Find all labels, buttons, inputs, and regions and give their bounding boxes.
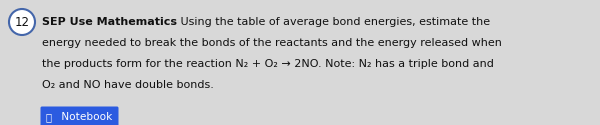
Text: energy needed to break the bonds of the reactants and the energy released when: energy needed to break the bonds of the … xyxy=(42,38,502,48)
Text: the products form for the reaction N₂ + O₂ → 2NO. Note: N₂ has a triple bond and: the products form for the reaction N₂ + … xyxy=(42,59,494,69)
Circle shape xyxy=(9,9,35,35)
Text: Using the table of average bond energies, estimate the: Using the table of average bond energies… xyxy=(177,17,490,27)
Text: Notebook: Notebook xyxy=(58,112,113,122)
Text: 12: 12 xyxy=(14,16,29,28)
Text: SEP Use Mathematics: SEP Use Mathematics xyxy=(42,17,177,27)
Text: O₂ and NO have double bonds.: O₂ and NO have double bonds. xyxy=(42,80,214,90)
FancyBboxPatch shape xyxy=(41,106,119,125)
Text: 📓: 📓 xyxy=(46,112,52,122)
